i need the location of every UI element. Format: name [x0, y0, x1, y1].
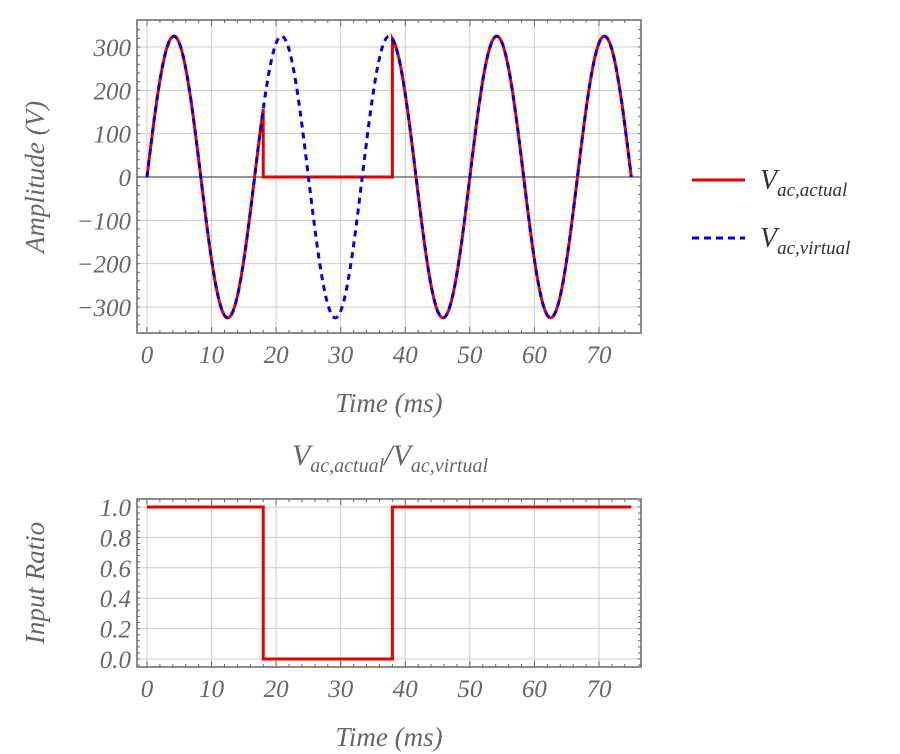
- y-tick-label: 0.2: [100, 617, 131, 644]
- x-tick-label: 10: [199, 342, 225, 369]
- x-tick-label: 30: [327, 676, 354, 703]
- y-tick-label: −300: [77, 295, 132, 322]
- x-tick-label: 60: [522, 676, 548, 703]
- y-tick-label: 0.4: [100, 586, 131, 613]
- series-ratio-line: [147, 505, 632, 661]
- x-tick-label: 0: [141, 676, 154, 703]
- x-tick-label: 70: [587, 342, 613, 369]
- plot-frame: [136, 498, 642, 668]
- y-tick-label: 200: [94, 78, 132, 105]
- y-tick-label: 0.8: [100, 525, 132, 552]
- bottom-y-axis-label: Input Ratio: [20, 522, 50, 645]
- series-virtual-line: [145, 34, 633, 320]
- y-tick-label: 100: [94, 122, 132, 149]
- legend: Vac,actual Vac,virtual: [692, 165, 850, 259]
- legend-label-actual: Vac,actual: [760, 165, 847, 201]
- top-x-axis-label: Time (ms): [335, 388, 442, 418]
- x-tick-label: 20: [264, 676, 290, 703]
- x-tick-label: 50: [457, 342, 483, 369]
- bottom-title: Vac,actual/Vac,virtual: [292, 439, 489, 477]
- series-actual-line: [145, 33, 633, 320]
- y-tick-label: 1.0: [100, 495, 132, 522]
- x-tick-label: 10: [199, 676, 225, 703]
- legend-label-virtual: Vac,virtual: [760, 223, 850, 259]
- y-tick-label: −100: [77, 208, 132, 235]
- y-tick-label: 0.0: [100, 647, 132, 674]
- top-chart: 0 10 20 30 40 50 60 70 300 200 100 0 −100 −200 −300: [77, 19, 642, 369]
- x-tick-label: 0: [141, 342, 154, 369]
- x-tick-label: 40: [393, 342, 419, 369]
- top-y-axis-label: Amplitude (V): [20, 101, 50, 255]
- x-tick-label: 40: [393, 676, 419, 703]
- bottom-chart: 0 10 20 30 40 50 60 70 1.0 0.8 0.6 0.4 0.2 0.0: [100, 495, 642, 703]
- y-tick-label: 0.6: [100, 556, 132, 583]
- y-tick-label: 300: [93, 35, 132, 62]
- y-tick-label: 0: [119, 165, 132, 192]
- y-tick-label: −200: [77, 252, 132, 279]
- bottom-x-axis-label: Time (ms): [335, 722, 442, 752]
- x-tick-label: 50: [457, 676, 483, 703]
- x-tick-label: 60: [522, 342, 548, 369]
- x-tick-label: 70: [587, 676, 613, 703]
- x-tick-label: 20: [264, 342, 290, 369]
- x-tick-label: 30: [327, 342, 354, 369]
